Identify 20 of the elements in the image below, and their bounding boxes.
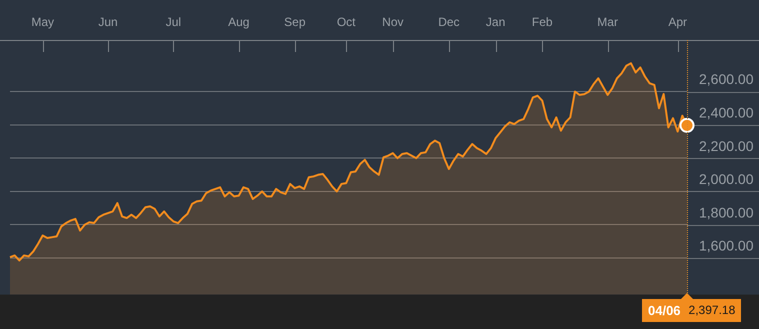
y-tick-label: 2,000.00 [699,171,754,188]
x-tick-label: Mar [597,15,618,30]
x-tick-label: May [31,15,54,30]
y-tick-label: 2,200.00 [699,138,754,154]
x-tick-label: Oct [336,15,356,30]
y-tick-label: 1,600.00 [699,238,754,254]
x-tick-label: Jan [486,15,506,30]
y-tick-label: 2,600.00 [699,71,754,88]
y-tick-label: 1,800.00 [699,204,754,220]
y-tick-label: 2,400.00 [699,104,754,121]
x-tick-label: Aug [228,15,250,30]
text: 2,397.18 [688,302,736,319]
x-tick-label: Nov [382,15,404,30]
x-tick-label: Dec [438,15,460,30]
x-tick-label: Jun [98,15,118,30]
x-tick-label: Sep [284,15,306,30]
x-tick-label: Jul [166,15,182,30]
text: 04/06 [648,302,681,320]
x-tick-label: Apr [668,15,688,30]
x-tick-label: Feb [532,15,553,30]
